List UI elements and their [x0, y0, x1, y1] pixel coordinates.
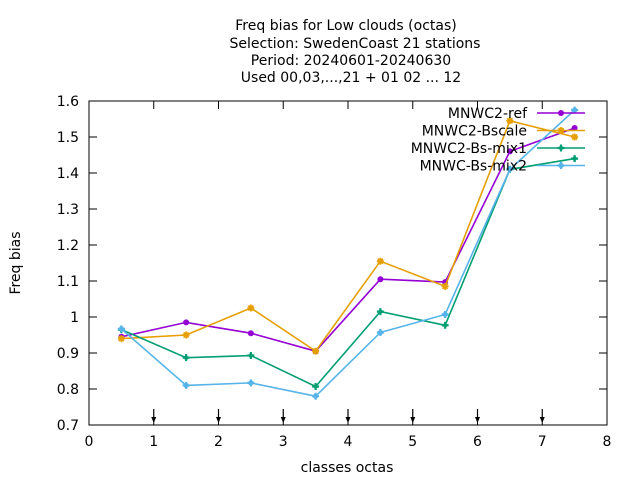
series-mnwc2-bs-mix1	[117, 155, 579, 390]
x-tick-label: 0	[85, 434, 94, 450]
data-point	[247, 330, 254, 337]
chart-title-line-3: Period: 20240601-20240630	[251, 53, 451, 69]
series-mnwc2-ref	[118, 125, 578, 355]
data-point	[557, 127, 565, 134]
chart-title-line-4: Used 00,03,...,21 + 01 02 ... 12	[241, 70, 461, 86]
y-axis: 0.7 0.8 0.9 1 1.1 1.2 1.3 1.4 1.5 1.6	[57, 94, 607, 434]
series-line	[121, 157, 575, 388]
arrow-mark	[539, 409, 545, 423]
y-tick-label: 1.2	[57, 238, 79, 254]
y-tick-label: 1.5	[57, 130, 79, 146]
data-point	[506, 117, 514, 125]
series-mnwc-bs-mix2	[117, 106, 579, 400]
chart-title-line-2: Selection: SwedenCoast 21 stations	[230, 36, 481, 52]
bottom-arrow-marks	[151, 409, 545, 423]
data-point	[571, 133, 579, 141]
series-mnwc2-bscale	[117, 117, 579, 355]
x-axis-label: classes octas	[301, 460, 394, 476]
data-point	[182, 331, 190, 339]
arrow-mark	[345, 409, 351, 423]
legend-entry: MNWC2-ref	[448, 106, 585, 122]
y-tick-label: 1	[70, 310, 79, 326]
data-point	[376, 257, 384, 265]
legend-label: MNWC2-Bs-mix1	[411, 141, 527, 157]
series-layer	[117, 106, 579, 400]
chart-title-line-1: Freq bias for Low clouds (octas)	[235, 18, 456, 34]
series-line	[120, 109, 576, 398]
legend-entry: MNWC2-Bs-mix1	[411, 141, 585, 157]
x-tick-label: 2	[214, 434, 223, 450]
y-tick-label: 0.7	[57, 418, 79, 434]
x-tick-label: 7	[538, 434, 547, 450]
arrow-mark	[216, 409, 221, 423]
data-point	[571, 125, 578, 131]
y-tick-label: 1.6	[57, 94, 79, 110]
plot-frame	[88, 100, 608, 426]
arrow-mark	[475, 409, 480, 423]
data-point	[247, 304, 255, 312]
x-tick-label: 3	[279, 434, 288, 450]
data-point	[506, 148, 513, 155]
arrow-mark	[410, 409, 416, 423]
y-tick-label: 0.9	[57, 346, 79, 362]
x-tick-label: 6	[473, 434, 482, 450]
data-point	[558, 110, 564, 116]
data-point	[377, 276, 384, 283]
legend-entry: MNWC-Bs-mix2	[420, 159, 585, 175]
x-tick-label: 5	[408, 434, 417, 450]
data-point	[117, 335, 125, 343]
chart-title: Freq bias for Low clouds (octas) Selecti…	[230, 18, 481, 86]
data-point	[183, 319, 190, 326]
y-tick-label: 1.3	[57, 202, 79, 218]
legend-label: MNWC2-Bscale	[422, 124, 527, 140]
legend-entry: MNWC2-Bscale	[422, 124, 585, 140]
series-line	[121, 127, 575, 353]
x-axis: 0 1 2 3 4 5 6 7 8	[85, 101, 612, 450]
data-point	[441, 282, 449, 290]
y-axis-label: Freq bias	[8, 231, 24, 294]
legend-label: MNWC2-ref	[448, 106, 528, 122]
series-line	[121, 119, 575, 353]
arrow-mark	[280, 409, 286, 423]
arrow-mark	[151, 409, 157, 423]
x-tick-label: 1	[149, 434, 158, 450]
legend-label: MNWC-Bs-mix2	[420, 159, 527, 175]
x-tick-label: 8	[603, 434, 612, 450]
y-tick-label: 1.1	[57, 274, 79, 290]
x-tick-label: 4	[344, 434, 353, 450]
data-point	[312, 347, 320, 355]
y-tick-label: 0.8	[57, 382, 79, 398]
y-tick-label: 1.4	[57, 166, 79, 182]
